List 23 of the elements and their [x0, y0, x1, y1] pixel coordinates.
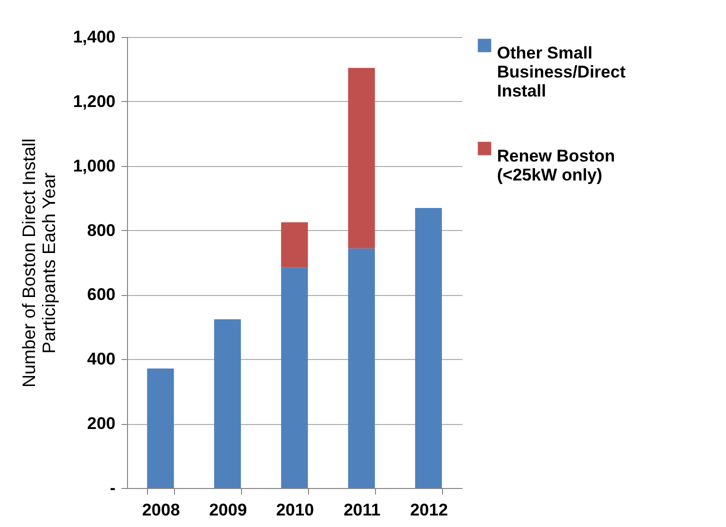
y-tick-label: 800 — [87, 220, 116, 240]
x-tick-label: 2009 — [209, 500, 247, 520]
x-tick-label: 2011 — [344, 500, 380, 520]
y-tick-label: 600 — [87, 285, 116, 304]
bar — [281, 267, 308, 488]
bar — [281, 222, 308, 268]
y-axis-title: Number of Boston Direct Install Participants Each Year — [18, 138, 59, 388]
y-tick-label: 1,000 — [72, 156, 116, 176]
y-tick-label: 1,200 — [72, 92, 116, 111]
legend-label: Renew Boston (<25kW only) — [497, 146, 616, 184]
bar — [415, 208, 442, 488]
y-tick-label: - — [110, 478, 116, 498]
legend-label: Other Small Business/Direct Install — [497, 44, 626, 100]
y-tick-label: 1,400 — [72, 28, 116, 46]
y-tick-label: 200 — [87, 414, 116, 434]
bar — [348, 248, 375, 488]
y-tick-label: 400 — [87, 350, 116, 369]
x-tick-label: 2012 — [410, 500, 448, 520]
bar — [214, 319, 241, 488]
bar — [348, 68, 375, 248]
bar — [147, 368, 174, 488]
x-tick-label: 2010 — [276, 500, 314, 520]
x-tick-label: 2008 — [142, 500, 180, 520]
